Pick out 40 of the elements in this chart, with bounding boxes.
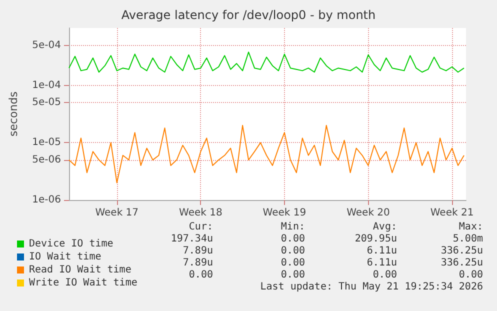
text: Min: bbox=[280, 222, 305, 232]
legend-label: Device IO time bbox=[29, 238, 114, 250]
chart-title: Average latency for /dev/loop0 - by month bbox=[121, 8, 376, 22]
y-tick-label: 5e-05 bbox=[32, 97, 61, 108]
legend-label: Write IO Wait time bbox=[29, 278, 138, 288]
y-tick-label: 1e-04 bbox=[32, 80, 61, 91]
text: 0.00 bbox=[188, 270, 213, 280]
y-tick-label: 5e-06 bbox=[32, 154, 61, 166]
legend-label: IO Wait time bbox=[29, 252, 102, 262]
text: 197.34u bbox=[170, 234, 213, 244]
text: Max: bbox=[458, 222, 483, 232]
x-tick-label: Week 21 bbox=[430, 208, 474, 218]
text: 0.00 bbox=[280, 246, 305, 256]
text: 7.89u bbox=[182, 246, 213, 256]
text: Last update: Thu May 21 19:25:34 2026 bbox=[260, 282, 483, 292]
y-tick-label: 5e-04 bbox=[32, 40, 61, 51]
text: 6.11u bbox=[366, 246, 397, 256]
text: 336.25u bbox=[440, 258, 483, 268]
line-series bbox=[68, 52, 465, 73]
x-tick-label: Week 20 bbox=[346, 208, 390, 218]
text: 0.00 bbox=[458, 270, 483, 280]
text: 0.00 bbox=[280, 234, 305, 244]
text: 0.00 bbox=[280, 270, 305, 280]
text: 7.89u bbox=[182, 258, 213, 268]
x-tick-label: Week 17 bbox=[95, 208, 139, 218]
line-series bbox=[68, 124, 465, 184]
y-tick-label: 1e-06 bbox=[32, 194, 61, 206]
text: Cur: bbox=[188, 222, 213, 232]
text: 5.00m bbox=[452, 234, 483, 244]
text: 6.11u bbox=[366, 258, 397, 268]
text: Avg: bbox=[372, 222, 397, 232]
legend-label: Read IO Wait time bbox=[29, 264, 132, 276]
x-tick-label: Week 18 bbox=[179, 208, 222, 218]
text: 0.00 bbox=[372, 270, 397, 280]
text: 209.95u bbox=[354, 234, 397, 244]
text: 336.25u bbox=[440, 246, 483, 256]
text: 0.00 bbox=[280, 258, 305, 268]
y-tick-label: 1e-05 bbox=[32, 137, 61, 148]
y-axis-title: seconds bbox=[7, 91, 20, 136]
x-tick-label: Week 19 bbox=[262, 208, 306, 218]
